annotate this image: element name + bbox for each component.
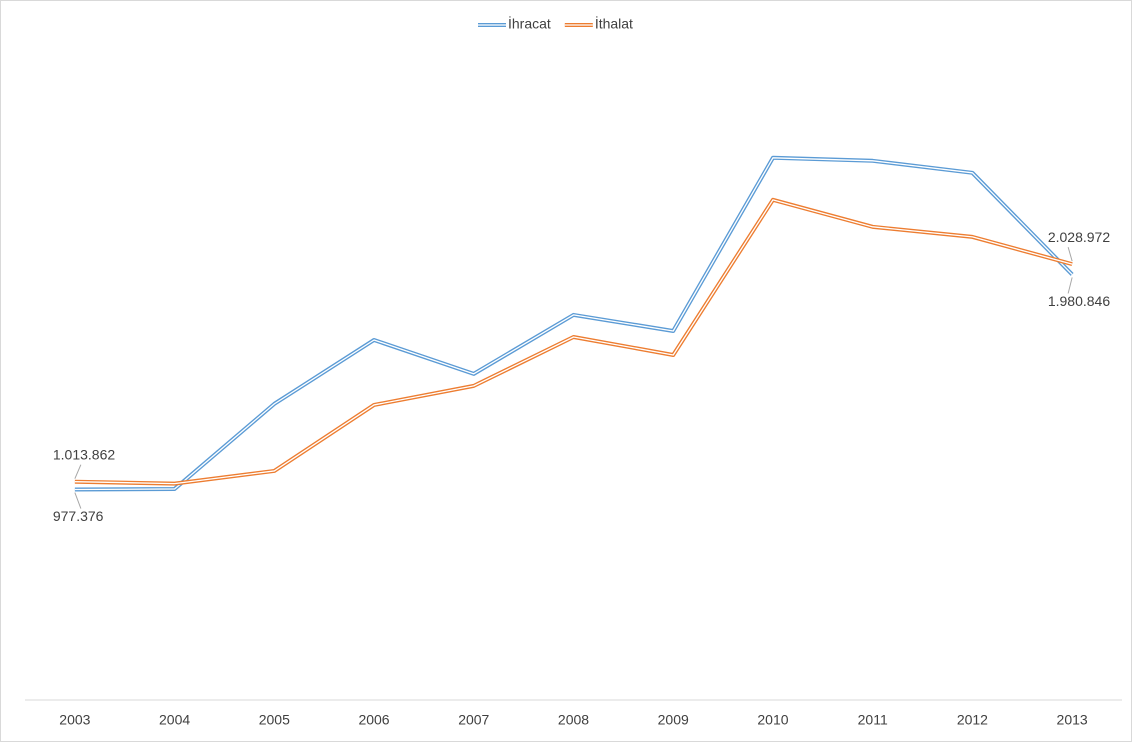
data-label: 1.980.846 — [1048, 293, 1110, 309]
x-tick-label: 2008 — [558, 712, 589, 728]
data-label: 1.013.862 — [53, 446, 115, 462]
x-tick-label: 2004 — [159, 712, 190, 728]
x-tick-label: 2009 — [658, 712, 689, 728]
legend-label: İhracat — [508, 15, 551, 32]
x-tick-label: 2006 — [358, 712, 389, 728]
data-label: 977.376 — [53, 508, 104, 524]
legend-item: İhracat — [478, 15, 551, 32]
series-line-inner — [74, 199, 1073, 485]
legend-item: İthalat — [564, 15, 633, 32]
x-tick-label: 2012 — [957, 712, 988, 728]
data-label: 2.028.972 — [1048, 229, 1110, 245]
series-line-inner — [74, 157, 1073, 491]
legend-label: İthalat — [595, 15, 633, 32]
x-tick-label: 2003 — [59, 712, 90, 728]
label-leader — [1067, 246, 1073, 262]
x-tick-label: 2010 — [757, 712, 788, 728]
label-leader — [74, 492, 82, 509]
label-leader — [1067, 277, 1073, 294]
x-tick-label: 2005 — [259, 712, 290, 728]
legend: İhracat İthalat — [478, 15, 633, 32]
x-tick-label: 2007 — [458, 712, 489, 728]
x-tick-label: 2013 — [1057, 712, 1088, 728]
x-tick-label: 2011 — [858, 712, 888, 728]
label-leader — [74, 464, 82, 479]
